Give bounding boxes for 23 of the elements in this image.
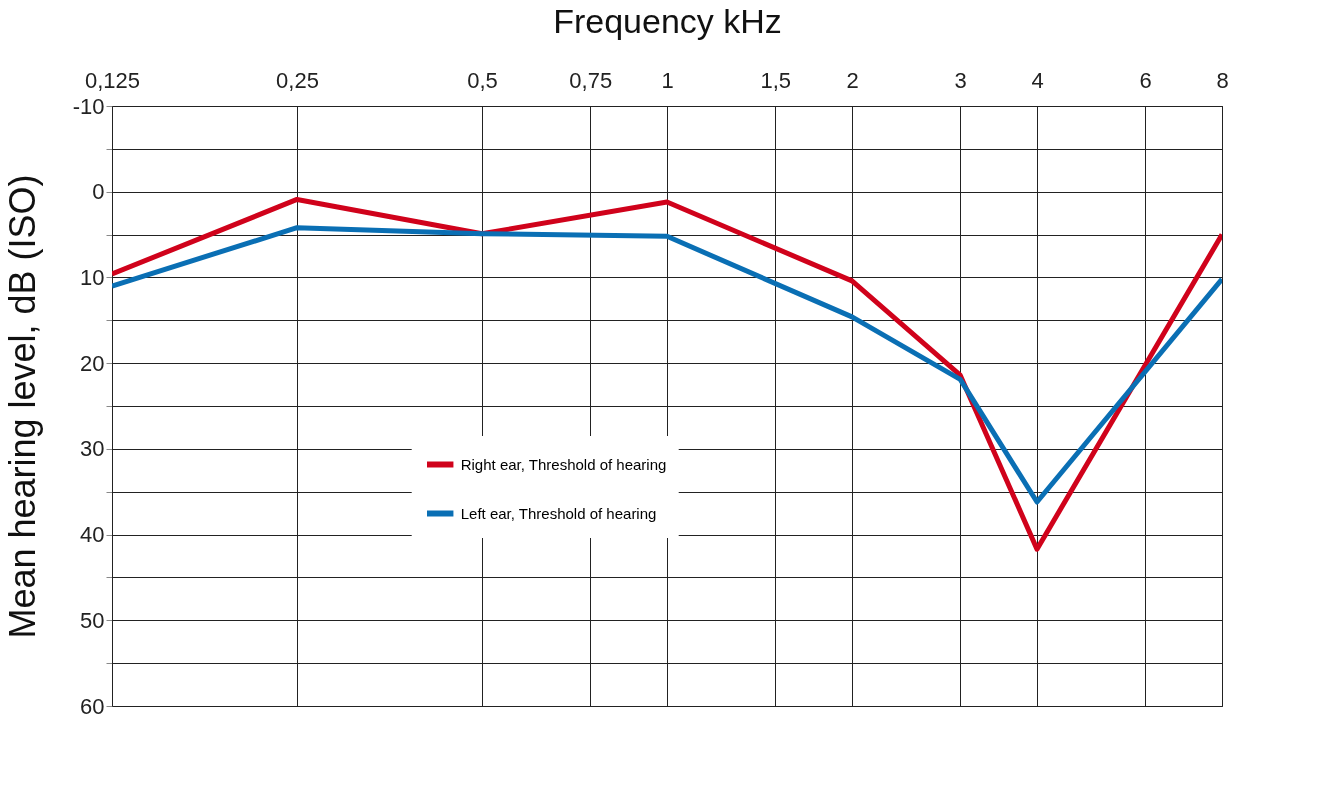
y-tick-label: 50 — [80, 607, 105, 633]
x-tick-label: 0,125 — [84, 67, 141, 93]
y-tick-label: 40 — [80, 522, 105, 548]
x-tick-label: 0,5 — [467, 67, 498, 93]
x-tick-label: 8 — [1216, 67, 1229, 93]
y-tick-label: 60 — [80, 693, 105, 719]
y-tick-label: 30 — [80, 436, 105, 462]
legend-label: Right ear, Threshold of hearing — [460, 455, 667, 473]
x-tick-label: 1,5 — [760, 67, 792, 93]
y-tick-label: 10 — [80, 264, 105, 290]
x-tick-label: 3 — [954, 67, 967, 93]
y-tick-label: 0 — [92, 179, 105, 205]
legend-label: Left ear, Threshold of hearing — [460, 504, 657, 522]
x-tick-label: 2 — [846, 67, 859, 93]
y-tick-label: 20 — [80, 350, 105, 376]
x-tick-label: 1 — [661, 67, 674, 93]
x-axis-title: Frequency kHz — [553, 1, 782, 40]
x-tick-label: 0,75 — [569, 67, 613, 93]
x-tick-label: 6 — [1139, 67, 1152, 93]
y-axis-title: Mean hearing level, dB (ISO) — [1, 174, 43, 639]
x-tick-label: 4 — [1031, 67, 1044, 93]
x-tick-label: 0,25 — [276, 67, 319, 93]
y-tick-label: -10 — [72, 93, 105, 119]
